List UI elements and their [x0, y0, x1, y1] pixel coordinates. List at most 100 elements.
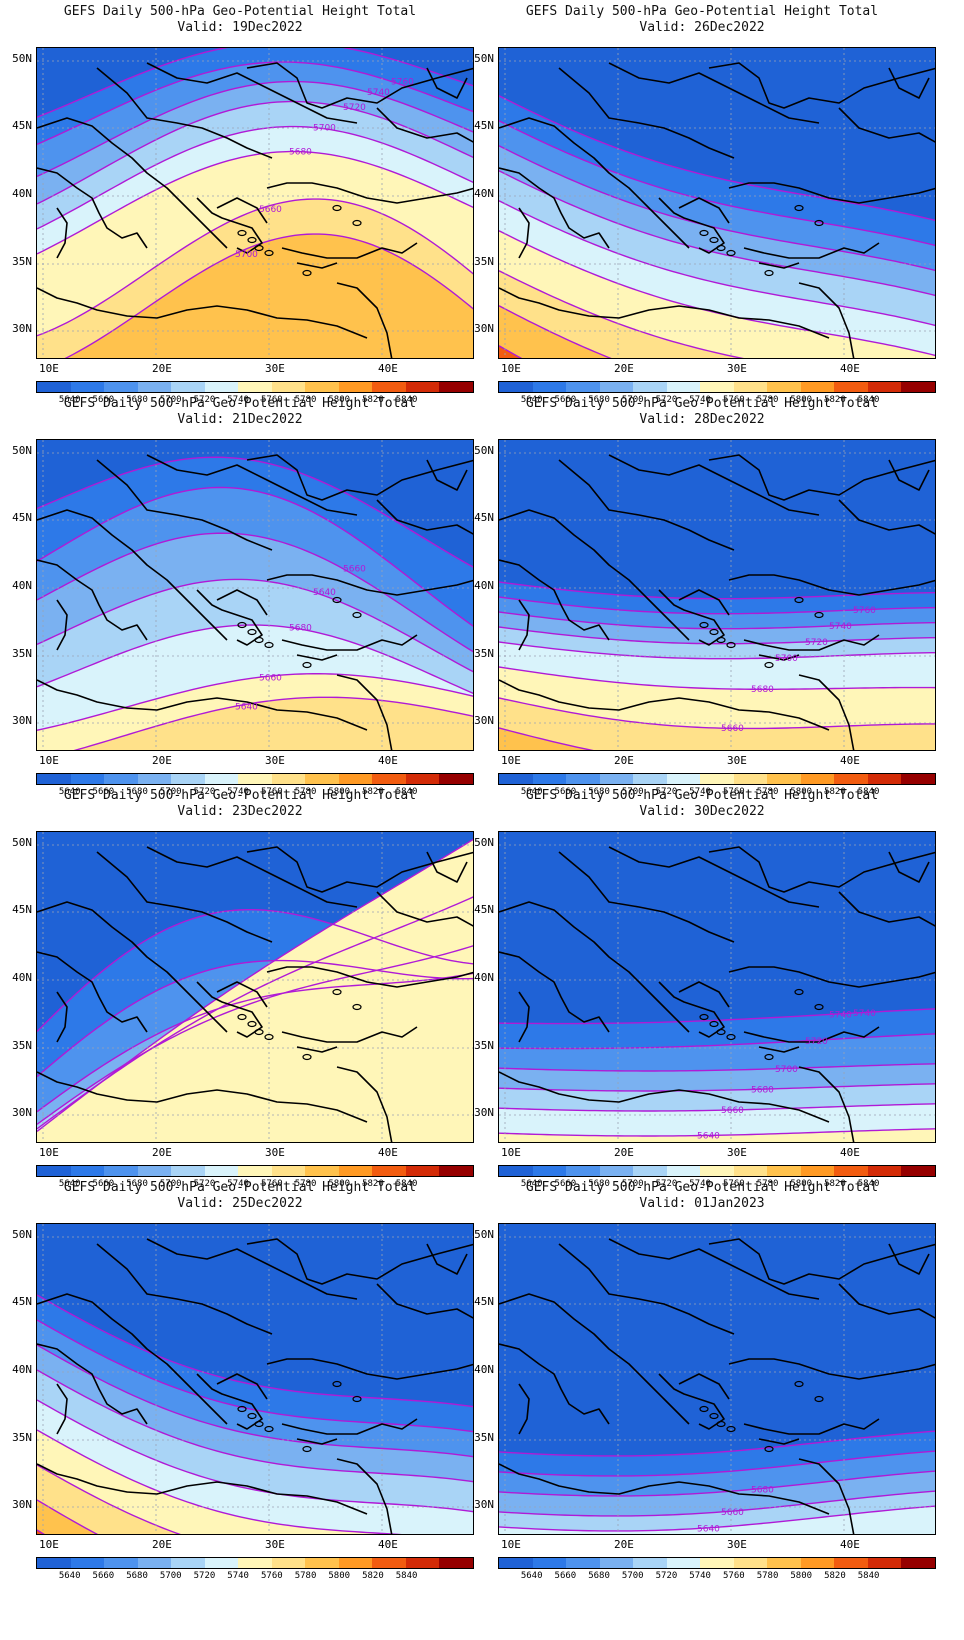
colorbar-swatch — [700, 774, 734, 784]
colorbar — [36, 773, 474, 785]
coastline — [499, 1343, 610, 1425]
lat-label: 50N — [12, 444, 32, 457]
lon-label: 20E — [614, 362, 634, 375]
height-band — [499, 727, 591, 750]
colorbar-swatch — [104, 1166, 138, 1176]
colorbar-swatch — [800, 1558, 835, 1568]
colorbar-level-label: 5700 — [159, 395, 182, 405]
contour-line — [37, 61, 473, 146]
colorbar-level-label: 5680 — [588, 787, 610, 797]
colorbar-swatch — [834, 774, 868, 784]
colorbar-swatch — [867, 1558, 902, 1568]
coastline — [196, 197, 263, 254]
contour-line — [499, 95, 935, 222]
panel-title: GEFS Daily 500-hPa Geo-Potential Height … — [63, 4, 417, 19]
colorbar-swatch — [767, 774, 801, 784]
colorbar-level-label: 5640 — [520, 1179, 543, 1189]
map-panel: GEFS Daily 500-hPa Geo-Potential Height … — [0, 784, 482, 1194]
colorbar-swatch — [305, 1166, 339, 1176]
colorbar-level-label: 5640 — [58, 787, 81, 797]
contour-line — [499, 596, 935, 615]
colorbar-level-label: 5720 — [193, 395, 216, 405]
coastline — [499, 509, 690, 641]
lat-label: 45N — [12, 511, 32, 524]
coastline — [798, 1066, 855, 1142]
contour-label: 5740 — [829, 1010, 852, 1020]
contour-line — [73, 696, 473, 750]
island — [699, 229, 709, 237]
coastline — [296, 262, 338, 269]
island — [302, 1445, 312, 1453]
contour-line — [499, 1083, 935, 1092]
coastline — [216, 1373, 268, 1400]
colorbar-swatch — [338, 1166, 373, 1176]
lat-label: 40N — [12, 579, 32, 592]
map-panel: GEFS Daily 500-hPa Geo-Potential Height … — [0, 0, 482, 410]
contour-line — [499, 1470, 935, 1497]
contour-line — [499, 1450, 935, 1477]
colorbar-level-label: 5660 — [554, 1571, 577, 1581]
island — [814, 219, 824, 227]
island — [814, 1003, 824, 1011]
contour-line — [499, 641, 935, 660]
colorbar-swatch — [70, 1558, 105, 1568]
contour-label: 5720 — [805, 1037, 828, 1047]
colorbar-swatch — [171, 1558, 205, 1568]
colorbar-labels: 5640 5660 5680 5700 5720 5740 5760 5780 5800 5820… — [498, 787, 936, 799]
colorbar-level-label: 5780 — [294, 395, 317, 405]
colorbar-swatch — [137, 382, 172, 392]
coastline — [678, 197, 730, 224]
colorbar-labels: 5640 5660 5680 5700 5720 5740 5760 5780 5800 5820… — [36, 1179, 474, 1191]
colorbar-level-label: 5700 — [621, 395, 644, 405]
coastline — [146, 846, 358, 908]
colorbar-level-label: 5680 — [588, 1571, 610, 1581]
contour-line — [499, 666, 935, 690]
lon-label: 40E — [840, 1146, 860, 1159]
colorbar-level-label: 5680 — [588, 1179, 610, 1189]
coastline — [743, 1026, 880, 1043]
map-panel: GEFS Daily 500-hPa Geo-Potential Height … — [0, 1176, 482, 1586]
coastline — [146, 1238, 358, 1300]
island — [726, 249, 736, 257]
colorbar-swatch — [599, 774, 634, 784]
coastline — [37, 559, 148, 641]
colorbar-level-label: 5660 — [92, 1179, 115, 1189]
lon-label: 30E — [727, 754, 747, 767]
colorbar-level-label: 5640 — [520, 395, 543, 405]
colorbar-level-label: 5800 — [790, 1179, 813, 1189]
colorbar-swatch — [204, 1558, 239, 1568]
colorbar-swatch — [137, 774, 172, 784]
colorbar-level-label: 5820 — [824, 1571, 846, 1581]
lon-label: 20E — [152, 362, 172, 375]
colorbar-labels: 5640 5660 5680 5700 5720 5740 5760 5780 5800 5820… — [36, 787, 474, 799]
colorbar-swatch — [532, 1558, 567, 1568]
coastline — [266, 182, 473, 204]
coastline — [246, 1238, 473, 1285]
coastline — [281, 634, 418, 651]
coastline — [518, 991, 530, 1043]
colorbar-swatch — [439, 774, 473, 784]
island — [709, 1020, 719, 1028]
lon-label: 40E — [378, 362, 398, 375]
lon-label: 20E — [614, 754, 634, 767]
lat-label: 35N — [12, 255, 32, 268]
coastline — [743, 242, 880, 259]
island — [302, 661, 312, 669]
contour-line — [499, 305, 612, 358]
colorbar-swatch — [566, 382, 600, 392]
colorbar-swatch — [767, 1558, 801, 1568]
panel-valid-date: Valid: 28Dec2022 — [639, 412, 765, 427]
island — [699, 621, 709, 629]
colorbar-level-label: 5840 — [857, 1571, 880, 1581]
coastline — [658, 1373, 725, 1430]
colorbar-swatch — [499, 1558, 533, 1568]
coastline — [37, 1293, 228, 1425]
colorbar-level-label: 5700 — [159, 787, 182, 797]
contour-label: 5660 — [259, 673, 282, 683]
lon-label: 10E — [501, 1538, 521, 1551]
lon-label: 10E — [501, 754, 521, 767]
map-plot: 5640 5660 5680 — [498, 1223, 936, 1535]
map-svg: 5640 5660 5680 5640 5660 — [37, 440, 473, 750]
contour-label: 5680 — [751, 685, 774, 695]
